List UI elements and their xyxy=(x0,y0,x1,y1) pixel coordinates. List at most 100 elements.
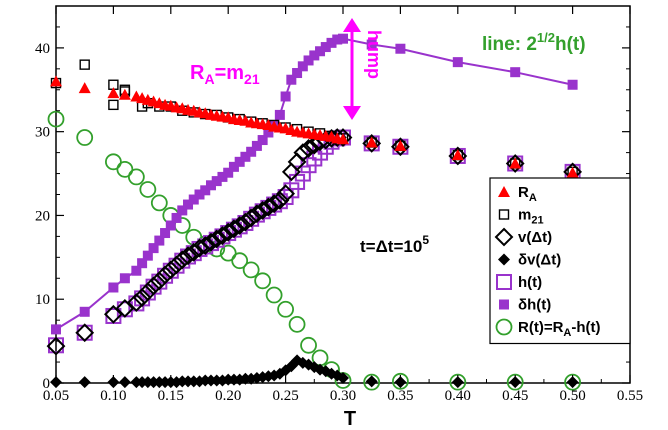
hump-arrow-head-down xyxy=(343,106,361,120)
chart-marks xyxy=(46,33,583,391)
data-point xyxy=(51,324,61,335)
data-point xyxy=(363,373,381,391)
data-point xyxy=(75,323,95,343)
legend-marker xyxy=(494,227,514,247)
legend-label-main: δv(Δt) xyxy=(518,252,561,269)
data-point xyxy=(293,143,313,163)
data-point xyxy=(200,185,211,196)
x-axis-title: T xyxy=(344,408,356,430)
data-point xyxy=(150,194,168,212)
data-point xyxy=(251,140,262,151)
data-point xyxy=(76,324,93,341)
legend-label: h(t) xyxy=(518,274,542,291)
legend-label: δv(Δt) xyxy=(518,252,561,269)
data-point xyxy=(366,39,377,50)
x-tick-label: 0.40 xyxy=(445,388,471,404)
legend-item: m21 xyxy=(498,207,544,227)
legend-label-main: v(Δt) xyxy=(518,229,552,246)
legend-box xyxy=(489,177,631,345)
series-2 xyxy=(46,128,583,356)
legend-marker xyxy=(498,209,510,220)
annotation-hump: hump xyxy=(364,30,384,79)
data-point xyxy=(76,129,94,146)
data-point xyxy=(286,74,297,85)
data-point xyxy=(165,220,176,231)
data-point xyxy=(205,180,216,191)
data-point xyxy=(390,137,410,157)
data-point xyxy=(219,244,237,262)
legend-item: δv(Δt) xyxy=(498,252,561,269)
data-point xyxy=(257,135,268,146)
data-point xyxy=(289,173,306,190)
data-point xyxy=(264,194,284,214)
data-point xyxy=(242,261,260,279)
data-point xyxy=(108,99,119,111)
data-point xyxy=(161,260,181,280)
data-point xyxy=(391,372,409,390)
data-point xyxy=(108,282,119,293)
data-point xyxy=(510,67,521,78)
data-point xyxy=(449,373,467,391)
data-point xyxy=(217,171,228,182)
legend-label: δh(t) xyxy=(518,297,551,314)
data-point xyxy=(394,139,407,151)
data-point xyxy=(188,194,199,205)
data-point xyxy=(127,168,145,186)
legend-marker xyxy=(498,186,510,197)
legend-label-main: R xyxy=(518,184,529,201)
x-tick-label: 0.15 xyxy=(158,388,184,404)
data-point xyxy=(177,205,188,216)
y-tick-label: 40 xyxy=(35,41,50,57)
data-point xyxy=(172,250,192,270)
data-point xyxy=(149,271,169,291)
data-point xyxy=(338,33,348,44)
data-point xyxy=(79,306,90,317)
series-0 xyxy=(50,75,579,178)
data-point xyxy=(332,34,343,45)
legend-label: RA xyxy=(518,184,537,204)
data-point xyxy=(132,288,152,307)
legend-marker xyxy=(499,299,509,310)
data-point xyxy=(506,373,524,391)
data-point xyxy=(47,110,65,128)
legend-label-sub: 21 xyxy=(531,215,543,227)
data-point xyxy=(144,276,163,296)
data-point xyxy=(118,88,131,100)
x-tick-label: 0.45 xyxy=(502,388,528,404)
data-point xyxy=(184,242,204,262)
data-point xyxy=(299,139,318,158)
y-tick-label: 30 xyxy=(35,125,50,141)
data-point xyxy=(395,43,406,54)
legend-label-main: m xyxy=(518,207,531,224)
axes: 0.05 0.10 0.15 0.20 0.25 0.30 0.35 0.40 0.45 0.50… xyxy=(35,6,643,404)
data-point xyxy=(505,154,525,173)
hump-arrow-head-up xyxy=(343,18,361,32)
data-point xyxy=(277,300,295,318)
data-point xyxy=(509,157,522,169)
legend-label-end: -h(t) xyxy=(571,319,600,336)
data-point xyxy=(247,204,267,224)
data-point xyxy=(337,133,349,145)
annotation-ra-m21: RA=m21 xyxy=(190,62,260,87)
data-point xyxy=(448,146,468,166)
annotation-t-label: t=Δt=105 xyxy=(360,233,429,256)
data-point xyxy=(155,265,175,285)
data-point xyxy=(213,226,232,245)
data-point xyxy=(142,250,153,261)
legend-marker xyxy=(496,274,512,290)
x-tick-label: 0.30 xyxy=(330,388,356,404)
data-point xyxy=(228,161,239,172)
x-tick-label: 0.20 xyxy=(215,388,241,404)
data-point xyxy=(265,286,283,304)
data-point xyxy=(231,252,249,270)
data-point xyxy=(309,50,320,61)
y-tick-label: 10 xyxy=(35,292,50,308)
data-point xyxy=(78,82,91,94)
data-point xyxy=(46,336,66,356)
legend-marker xyxy=(495,318,513,336)
data-point xyxy=(154,235,165,246)
data-point xyxy=(236,212,255,232)
series-5 xyxy=(51,33,578,335)
